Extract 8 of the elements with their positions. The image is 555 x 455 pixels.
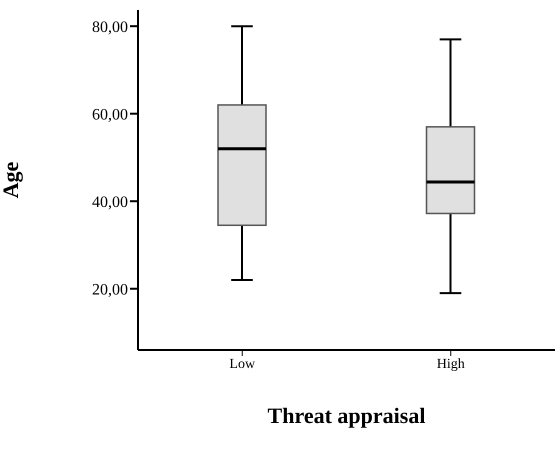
y-tick-label: 80,00 <box>92 18 128 36</box>
y-tick-label: 60,00 <box>92 106 128 124</box>
x-axis-title: Threat appraisal <box>268 403 426 428</box>
y-tick-label: 40,00 <box>92 194 128 211</box>
x-tick-label: High <box>436 356 465 372</box>
y-axis-title: Age <box>0 161 23 198</box>
x-tick-label: Low <box>229 356 256 372</box>
y-tick-label: 20,00 <box>92 281 128 298</box>
